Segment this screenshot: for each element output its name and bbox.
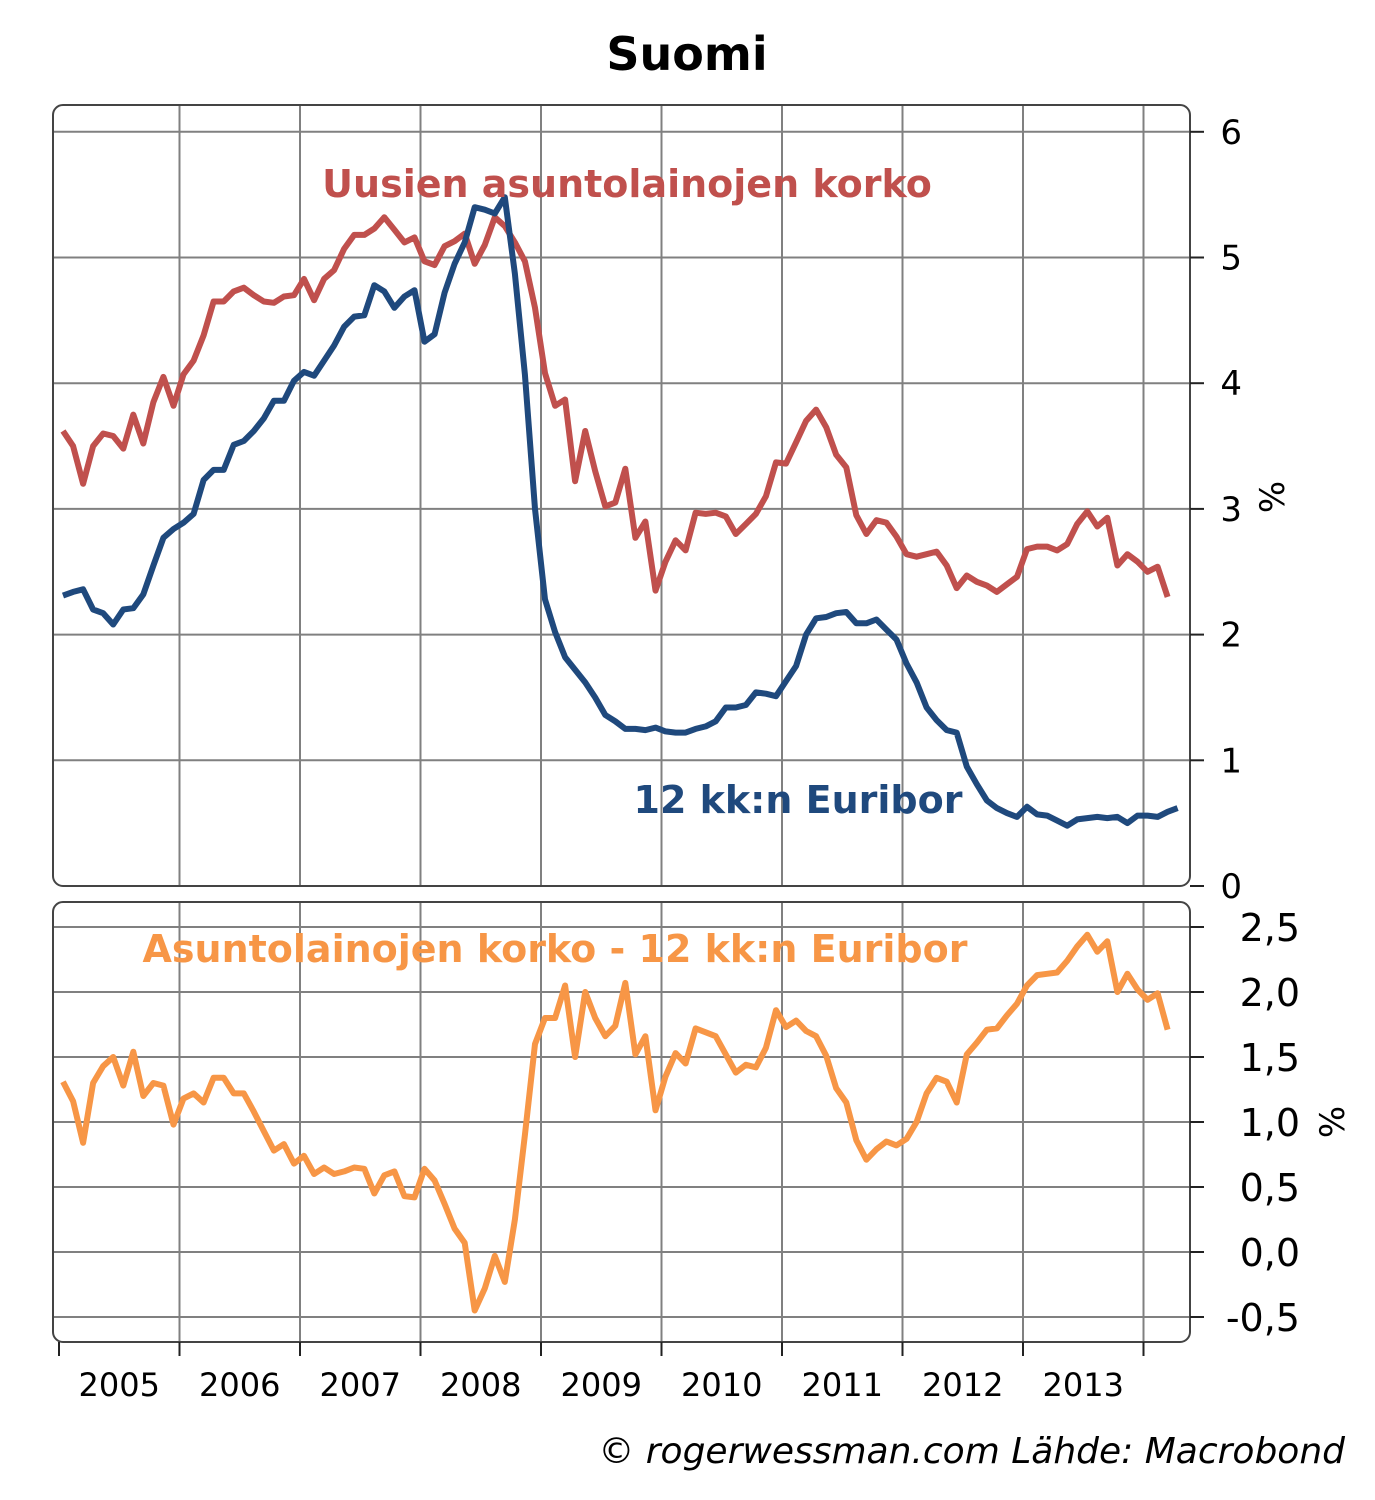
x-tick-label: 2010 [681,1366,762,1404]
top-y-tick-label: 0 [1220,867,1242,907]
bottom-y-axis-label: % [1313,1106,1353,1138]
legend-mortgage-rate: Uusien asuntolainojen korko [322,162,932,206]
top-y-tick-label: 2 [1220,616,1242,656]
bottom-y-tick-label: 0,5 [1240,1166,1300,1210]
bottom-y-tick-label: 2,5 [1240,906,1300,950]
source-footer: © rogerwessman.com Lähde: Macrobond [598,1431,1346,1472]
axis-labels: 2005 2006 2007 2008 2009 2010 2011 2012 2013 0 1 2 3… [58,113,1300,1404]
x-tick-label: 2008 [440,1366,521,1404]
bottom-y-tick-label: 2,0 [1240,971,1300,1015]
bottom-y-tick-label: 0,0 [1240,1231,1300,1275]
top-y-axis-label: % [1253,481,1293,513]
bottom-y-tick-label: -0,5 [1226,1296,1300,1340]
x-tick-label: 2012 [922,1366,1003,1404]
top-y-tick-label: 4 [1220,364,1242,404]
top-y-tick-label: 6 [1220,113,1242,153]
chart-title: Suomi [606,27,767,81]
top-y-tick-label: 3 [1220,490,1242,530]
x-tick-label: 2009 [561,1366,642,1404]
top-y-tick-label: 5 [1220,239,1242,279]
x-tick-label: 2007 [320,1366,401,1404]
x-tick-label: 2006 [199,1366,280,1404]
mortgage-rate-line [60,214,1171,598]
top-panel-grid [54,106,1189,886]
legend-spread: Asuntolainojen korko - 12 kk:n Euribor [143,927,968,971]
legend-euribor: 12 kk:n Euribor [634,778,963,822]
x-tick-label: 2011 [802,1366,883,1404]
x-tick-label: 2013 [1043,1366,1124,1404]
top-y-tick-label: 1 [1220,741,1242,781]
bottom-y-tick-label: 1,0 [1240,1101,1300,1145]
x-tick-label: 2005 [79,1366,160,1404]
series-lines [60,194,1179,1314]
euribor-line [61,194,1179,829]
top-panel-frame [52,104,1191,887]
spread-line [60,931,1171,1314]
bottom-y-tick-label: 1,5 [1240,1036,1300,1080]
